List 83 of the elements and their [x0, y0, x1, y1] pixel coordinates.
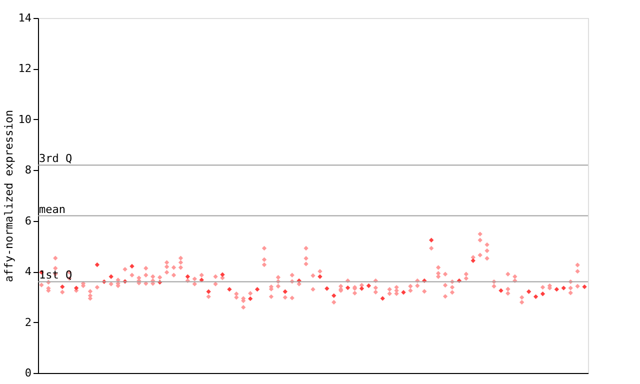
point [380, 296, 385, 301]
point [526, 289, 532, 294]
point [171, 272, 176, 278]
point [498, 288, 504, 293]
point [324, 286, 330, 291]
y-tick-label: 6 [24, 214, 32, 228]
point [352, 290, 358, 296]
point [206, 289, 211, 294]
point [575, 268, 580, 274]
point [520, 300, 524, 305]
point [470, 258, 476, 264]
point [220, 272, 225, 277]
point [53, 266, 58, 271]
point [74, 286, 79, 290]
ref-line-label: 1st Q [39, 268, 72, 282]
point [304, 262, 308, 266]
point [94, 262, 100, 268]
point [164, 270, 170, 275]
point [506, 286, 510, 292]
point [540, 292, 546, 296]
point [464, 276, 469, 281]
point [185, 274, 190, 279]
point [108, 274, 114, 279]
point [130, 264, 134, 269]
point [429, 238, 434, 242]
point [282, 289, 288, 294]
point [290, 296, 294, 300]
point [408, 288, 413, 293]
point [401, 290, 406, 295]
point [318, 274, 322, 279]
point [60, 284, 65, 290]
y-tick-label: 14 [18, 12, 32, 24]
point [478, 238, 482, 242]
point [373, 290, 378, 294]
point [478, 252, 482, 258]
y-tick-label: 2 [24, 316, 32, 329]
point [359, 286, 364, 291]
point [373, 285, 378, 290]
point [164, 264, 170, 270]
point [484, 256, 490, 261]
point [144, 272, 148, 278]
ref-line-label: 3rd Q [39, 152, 72, 166]
point [178, 265, 184, 270]
point [450, 284, 455, 290]
y-tick-label: 12 [18, 62, 32, 76]
point [262, 262, 267, 268]
point [450, 290, 455, 295]
point [554, 286, 560, 292]
y-tick-label: 10 [18, 112, 32, 126]
point [310, 286, 316, 292]
y-tick-label: 8 [24, 164, 32, 177]
point [345, 285, 350, 290]
point [304, 256, 308, 261]
point [366, 283, 372, 288]
y-axis-title: affy-normalized expression [2, 110, 16, 282]
point [192, 282, 197, 286]
point [227, 286, 232, 292]
point [332, 293, 336, 298]
point [268, 294, 274, 300]
point [387, 291, 392, 296]
point [484, 248, 490, 254]
point [276, 284, 281, 289]
y-tick-label: 4 [24, 265, 32, 278]
point [533, 294, 538, 300]
point [568, 290, 573, 296]
point [415, 283, 420, 288]
point [442, 294, 448, 299]
point [178, 260, 184, 265]
point [506, 291, 510, 296]
point [442, 282, 448, 288]
point [241, 304, 246, 310]
point [262, 257, 267, 262]
ref-line-label: mean [39, 202, 66, 216]
point [248, 296, 253, 302]
y-tick-label: 0 [24, 366, 32, 380]
point [561, 286, 566, 290]
point [213, 282, 218, 286]
point [582, 284, 587, 290]
point [234, 295, 239, 300]
point [568, 286, 573, 290]
point [254, 286, 260, 292]
point [492, 284, 496, 289]
point [575, 284, 580, 289]
